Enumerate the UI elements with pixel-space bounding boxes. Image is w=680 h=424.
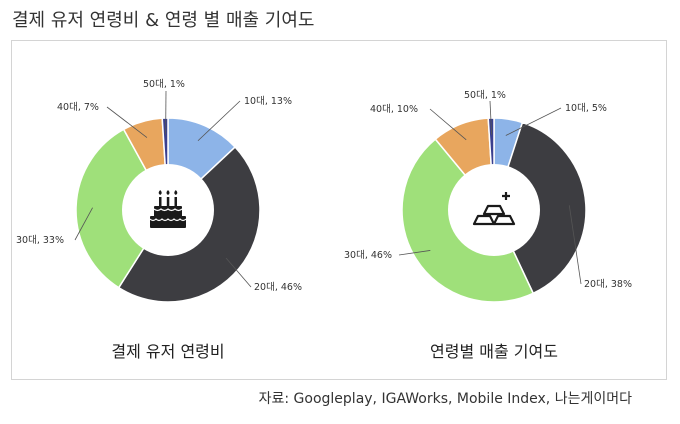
leader-line — [568, 205, 582, 285]
chart-caption-user-age: 결제 유저 연령비 — [111, 342, 224, 361]
leader-line — [74, 207, 93, 241]
slice-label: 20대, 38% — [584, 279, 632, 290]
slice-label: 50대, 1% — [464, 90, 506, 101]
source-note: 자료: Googleplay, IGAWorks, Mobile Index, … — [258, 391, 632, 407]
gold-bars-icon — [472, 192, 516, 226]
slice-label: 30대, 46% — [344, 250, 392, 261]
chart-caption-revenue: 연령별 매출 기여도 — [430, 342, 558, 361]
donut-chart-user-age: 10대, 13% 20대, 46% 30대, 33% 40대, 7% 50대, 1% 결… — [16, 79, 302, 361]
birthday-cake-icon — [149, 190, 187, 228]
donut-chart-revenue: 10대, 5% 20대, 38% 30대, 46% 40대, 10% 50대, 1% 연… — [344, 90, 632, 361]
leader-line — [225, 257, 252, 288]
slice-label: 50대, 1% — [143, 79, 185, 90]
leader-line — [106, 106, 148, 138]
chart-frame — [11, 40, 667, 380]
slice-label: 40대, 10% — [370, 104, 418, 115]
slice-label: 10대, 13% — [244, 96, 292, 107]
slice-label: 40대, 7% — [57, 102, 99, 113]
slice-label: 20대, 46% — [254, 282, 302, 293]
slice-label: 30대, 33% — [16, 235, 64, 246]
leader-line — [398, 250, 431, 256]
leader-line — [429, 108, 467, 141]
leader-line — [197, 100, 241, 142]
page-title: 결제 유저 연령비 & 연령 별 매출 기여도 — [12, 10, 315, 31]
leader-line — [505, 107, 562, 136]
leader-line — [489, 100, 493, 135]
slice-label: 10대, 5% — [565, 103, 607, 114]
slice-20대 — [493, 121, 587, 295]
